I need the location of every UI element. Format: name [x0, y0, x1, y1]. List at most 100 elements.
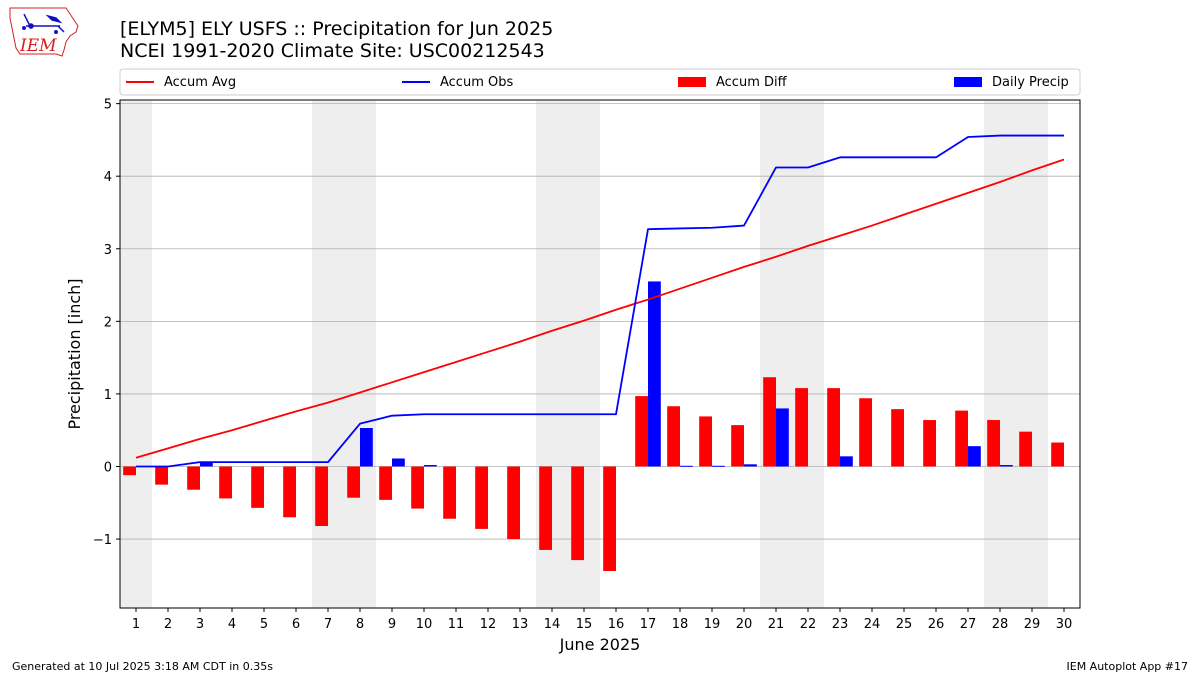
iem-logo: IEM: [9, 7, 79, 57]
accum-diff-bar-day-28: [987, 420, 1000, 467]
xtick-label-26: 26: [928, 617, 945, 632]
accum-diff-bar-day-24: [859, 398, 872, 467]
legend-swatch-daily-precip: [954, 77, 982, 87]
accum-diff-bar-day-7: [315, 466, 328, 526]
accum-diff-bar-day-4: [219, 466, 232, 499]
weekend-band-1: [120, 100, 152, 608]
daily-precip-bar-day-28: [1000, 465, 1013, 467]
accum-diff-bar-day-12: [475, 466, 488, 529]
accum-diff-bar-day-30: [1051, 442, 1064, 467]
accum-diff-bar-day-25: [891, 409, 904, 467]
accum-diff-bar-day-2: [155, 466, 168, 485]
daily-precip-bar-day-9: [392, 458, 405, 467]
legend-label-accum-obs: Accum Obs: [440, 75, 513, 90]
iowa-state-outline: [9, 7, 79, 57]
accum-diff-bar-day-20: [731, 425, 744, 467]
accum-diff-bar-day-27: [955, 410, 968, 467]
accum-diff-bar-day-10: [411, 466, 424, 509]
ytick-label-5: 5: [104, 98, 112, 113]
xtick-label-17: 17: [640, 617, 657, 632]
chart-title: [ELYM5] ELY USFS :: Precipitation for Ju…: [120, 18, 553, 40]
xtick-label-16: 16: [608, 617, 625, 632]
x-axis-label: June 2025: [559, 635, 641, 654]
accum-diff-bar-day-22: [795, 388, 808, 467]
weekend-band-4: [760, 100, 824, 608]
daily-precip-bar-day-18: [680, 465, 693, 467]
xtick-label-20: 20: [736, 617, 753, 632]
accum-diff-bar-day-26: [923, 420, 936, 467]
ytick-label-0: 0: [104, 460, 112, 475]
accum-diff-bar-day-8: [347, 466, 360, 498]
accum-diff-bar-day-3: [187, 466, 200, 490]
daily-precip-bar-day-19: [712, 465, 725, 467]
ytick-label-2: 2: [104, 315, 112, 330]
footer-generated: Generated at 10 Jul 2025 3:18 AM CDT in …: [12, 660, 273, 673]
legend-box: [119, 68, 1081, 96]
logo-text: IEM: [19, 36, 57, 56]
xtick-label-12: 12: [480, 617, 497, 632]
daily-precip-bar-day-21: [776, 408, 789, 467]
xtick-label-14: 14: [544, 617, 561, 632]
xtick-label-24: 24: [864, 617, 881, 632]
accum-avg-line: [135, 158, 1065, 459]
daily-precip-bar-day-3: [200, 462, 213, 467]
xtick-label-4: 4: [228, 617, 236, 632]
legend-label-daily-precip: Daily Precip: [992, 75, 1069, 90]
accum-diff-bar-day-21: [763, 377, 776, 467]
accum-diff-bar-day-14: [539, 466, 552, 550]
accum-diff-bar-day-13: [507, 466, 520, 540]
xtick-label-13: 13: [512, 617, 529, 632]
accum-lines: [135, 134, 1065, 468]
xtick-label-30: 30: [1056, 617, 1073, 632]
accum-diff-bar-day-6: [283, 466, 296, 518]
xtick-label-23: 23: [832, 617, 849, 632]
accum-diff-bar-day-17: [635, 396, 648, 467]
accum-diff-bar-day-23: [827, 388, 840, 467]
chart-subtitle: NCEI 1991-2020 Climate Site: USC00212543: [120, 40, 545, 62]
xtick-label-10: 10: [416, 617, 433, 632]
daily-precip-bars: [200, 281, 1013, 467]
xtick-label-27: 27: [960, 617, 977, 632]
accum-obs-line: [136, 134, 1064, 468]
daily-precip-bar-day-27: [968, 446, 981, 467]
y-gridlines: [120, 103, 1080, 540]
xtick-label-29: 29: [1024, 617, 1041, 632]
legend-label-accum-diff: Accum Diff: [716, 75, 788, 90]
plot-frame: [119, 99, 1081, 609]
accum-diff-bars: [123, 377, 1064, 571]
xtick-label-3: 3: [196, 617, 204, 632]
accum-diff-bar-day-5: [251, 466, 264, 508]
y-axis-label: Precipitation [inch]: [65, 278, 84, 429]
xtick-label-6: 6: [292, 617, 300, 632]
xtick-label-5: 5: [260, 617, 268, 632]
daily-precip-bar-day-10: [424, 465, 437, 467]
weekend-shading: [120, 100, 1048, 608]
xtick-label-18: 18: [672, 617, 689, 632]
daily-precip-bar-day-23: [840, 456, 853, 467]
xtick-label-2: 2: [164, 617, 172, 632]
accum-diff-bar-day-16: [603, 466, 616, 571]
accum-diff-bar-day-29: [1019, 431, 1032, 467]
daily-precip-bar-day-20: [744, 464, 757, 467]
accum-diff-bar-day-19: [699, 416, 712, 467]
xtick-label-9: 9: [388, 617, 396, 632]
xtick-label-8: 8: [356, 617, 364, 632]
xtick-label-1: 1: [132, 617, 140, 632]
legend-swatch-accum-diff: [678, 77, 706, 87]
ytick-label-4: 4: [104, 170, 112, 185]
ytick-label-1: 1: [104, 388, 112, 403]
xtick-label-11: 11: [448, 617, 465, 632]
legend-label-accum-avg: Accum Avg: [164, 75, 236, 90]
xtick-label-22: 22: [800, 617, 817, 632]
accum-diff-bar-day-9: [379, 466, 392, 500]
accum-diff-bar-day-18: [667, 406, 680, 467]
daily-precip-bar-day-17: [648, 281, 661, 467]
weather-station-icon: [22, 13, 65, 34]
xtick-label-21: 21: [768, 617, 785, 632]
x-axis-ticks: 1 2 3 4 5 6 7 8 9 10 11 12 13 14 15 16 17 18 19 20 21 22 23 24 2…: [132, 608, 1072, 632]
footer-app: IEM Autoplot App #17: [1067, 660, 1189, 673]
accum-diff-bar-day-11: [443, 466, 456, 519]
xtick-label-19: 19: [704, 617, 721, 632]
daily-precip-bar-day-8: [360, 428, 373, 467]
